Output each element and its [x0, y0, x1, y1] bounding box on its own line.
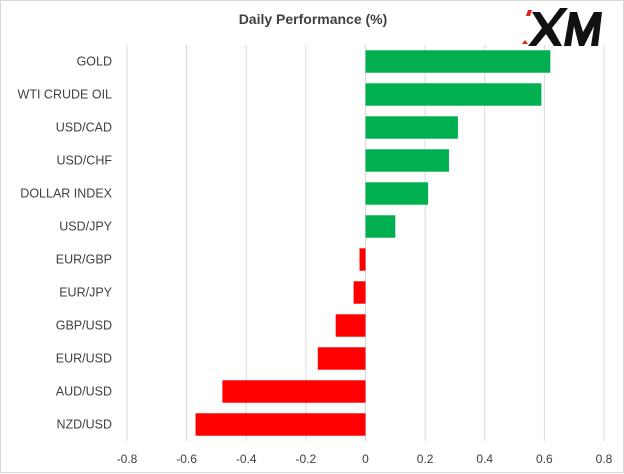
gridlines	[126, 45, 605, 441]
category-label: EUR/JPY	[59, 286, 112, 300]
category-label: DOLLAR INDEX	[20, 187, 112, 201]
x-tick-label: -0.8	[117, 452, 138, 466]
bars	[195, 50, 551, 436]
x-tick-label: -0.6	[176, 452, 197, 466]
category-label: GOLD	[77, 55, 112, 69]
bar-aud-usd	[222, 380, 366, 403]
bar-gbp-usd	[335, 314, 366, 337]
x-tick-label: -0.2	[296, 452, 317, 466]
x-tick-label: 0.8	[596, 452, 613, 466]
bar-gold	[365, 50, 551, 73]
bar-usd-chf	[365, 149, 449, 172]
bar-usd-cad	[365, 116, 458, 139]
x-tick-label: 0.2	[417, 452, 434, 466]
xm-logo: XM	[522, 8, 602, 46]
bar-nzd-usd	[195, 413, 366, 436]
category-label: EUR/USD	[56, 352, 112, 366]
bar-eur-usd	[317, 347, 366, 370]
bar-eur-gbp	[359, 248, 366, 271]
bar-dollar-index	[365, 182, 429, 205]
category-label: USD/CHF	[56, 154, 112, 168]
category-label: USD/JPY	[59, 220, 112, 234]
bar-usd-jpy	[365, 215, 396, 238]
category-label: EUR/GBP	[56, 253, 112, 267]
category-label: AUD/USD	[56, 385, 112, 399]
bar-wti-crude-oil	[365, 83, 542, 106]
x-tick-labels: -0.8 -0.6 -0.4 -0.2 0 0.2 0.4 0.6 0.8	[117, 452, 613, 466]
category-label: NZD/USD	[56, 418, 112, 432]
category-labels: GOLD WTI CRUDE OIL USD/CAD USD/CHF DOLLAR IN…	[18, 55, 113, 432]
chart-title: Daily Performance (%)	[238, 11, 388, 27]
x-tick-label: 0.6	[536, 452, 553, 466]
bar-eur-jpy	[353, 281, 366, 304]
x-tick-label: -0.4	[236, 452, 257, 466]
category-label: WTI CRUDE OIL	[18, 88, 112, 102]
category-label: GBP/USD	[56, 319, 112, 333]
x-tick-label: 0	[362, 452, 369, 466]
x-tick-label: 0.4	[476, 452, 493, 466]
category-label: USD/CAD	[56, 121, 112, 135]
